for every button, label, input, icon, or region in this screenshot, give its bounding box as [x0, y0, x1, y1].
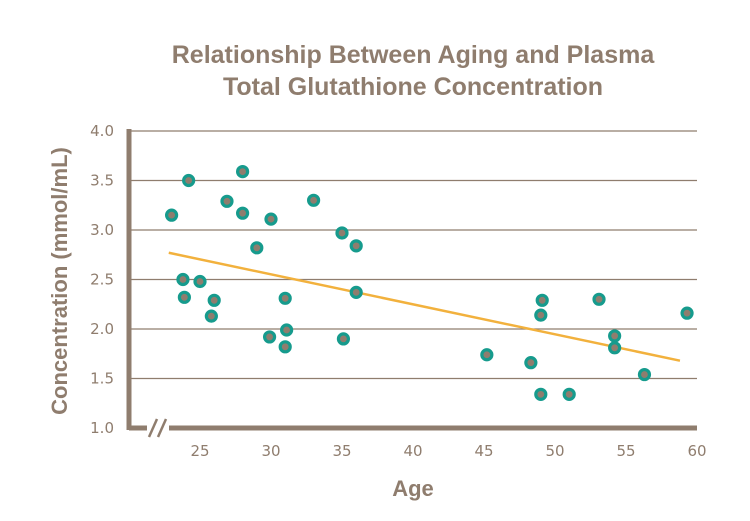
x-tick-label: 30 [261, 442, 280, 460]
data-point [534, 387, 548, 401]
data-point [592, 292, 606, 306]
data-point [193, 274, 207, 289]
y-tick-label: 3.5 [90, 172, 114, 190]
trendline [168, 251, 681, 362]
y-tick-label: 2.0 [90, 320, 114, 338]
x-tick-labels: 25 30 35 40 45 50 55 60 [190, 442, 706, 460]
data-point [535, 293, 549, 307]
x-tick-label: 60 [687, 442, 706, 460]
data-point [562, 387, 576, 401]
data-point [349, 239, 363, 253]
data-point [220, 194, 234, 208]
x-tick-label: 45 [474, 442, 493, 460]
chart-title-line-2: Total Glutathione Concentration [223, 73, 603, 101]
data-point [177, 290, 191, 304]
data-point [278, 340, 292, 354]
data-point [204, 309, 218, 323]
data-point [176, 272, 190, 287]
data-point [207, 293, 221, 307]
y-tick-label: 1.5 [90, 370, 114, 388]
data-point [336, 332, 351, 346]
x-tick-label: 25 [190, 442, 209, 460]
data-point [480, 348, 494, 362]
data-point [349, 285, 363, 299]
y-tick-label: 3.0 [90, 221, 114, 239]
y-tick-label: 1.0 [90, 419, 114, 437]
x-tick-label: 35 [332, 442, 351, 460]
axis-break-slash [147, 418, 159, 438]
y-tick-labels: 1.0 1.5 2.0 2.5 3.0 3.5 4.0 [90, 122, 114, 437]
data-point [264, 212, 278, 226]
y-tick-label: 4.0 [90, 122, 114, 140]
axis-break-slash [156, 418, 168, 438]
x-axis-label: Age [392, 476, 434, 501]
data-point [165, 208, 179, 222]
data-point [680, 306, 694, 320]
x-tick-label: 50 [545, 442, 564, 460]
x-tick-label: 55 [616, 442, 635, 460]
data-point [608, 329, 622, 343]
data-point [608, 341, 622, 355]
y-axis-label: Concentration (mmol/mL) [47, 147, 72, 415]
data-point [236, 164, 250, 179]
x-tick-label: 40 [403, 442, 422, 460]
data-point [262, 330, 277, 344]
data-point [278, 291, 292, 305]
data-point [335, 226, 349, 240]
gridlines [129, 130, 697, 380]
chart-title-line-1: Relationship Between Aging and Plasma [172, 41, 656, 69]
trendline-group [168, 251, 681, 362]
data-point [280, 323, 294, 337]
data-point [307, 193, 321, 207]
data-point [236, 206, 250, 220]
data-point [182, 173, 196, 188]
axes [126, 129, 697, 438]
y-tick-label: 2.5 [90, 271, 114, 289]
data-point [250, 241, 264, 255]
data-point [534, 308, 548, 322]
data-point [524, 356, 538, 370]
data-points [165, 164, 694, 401]
data-point [637, 367, 652, 382]
